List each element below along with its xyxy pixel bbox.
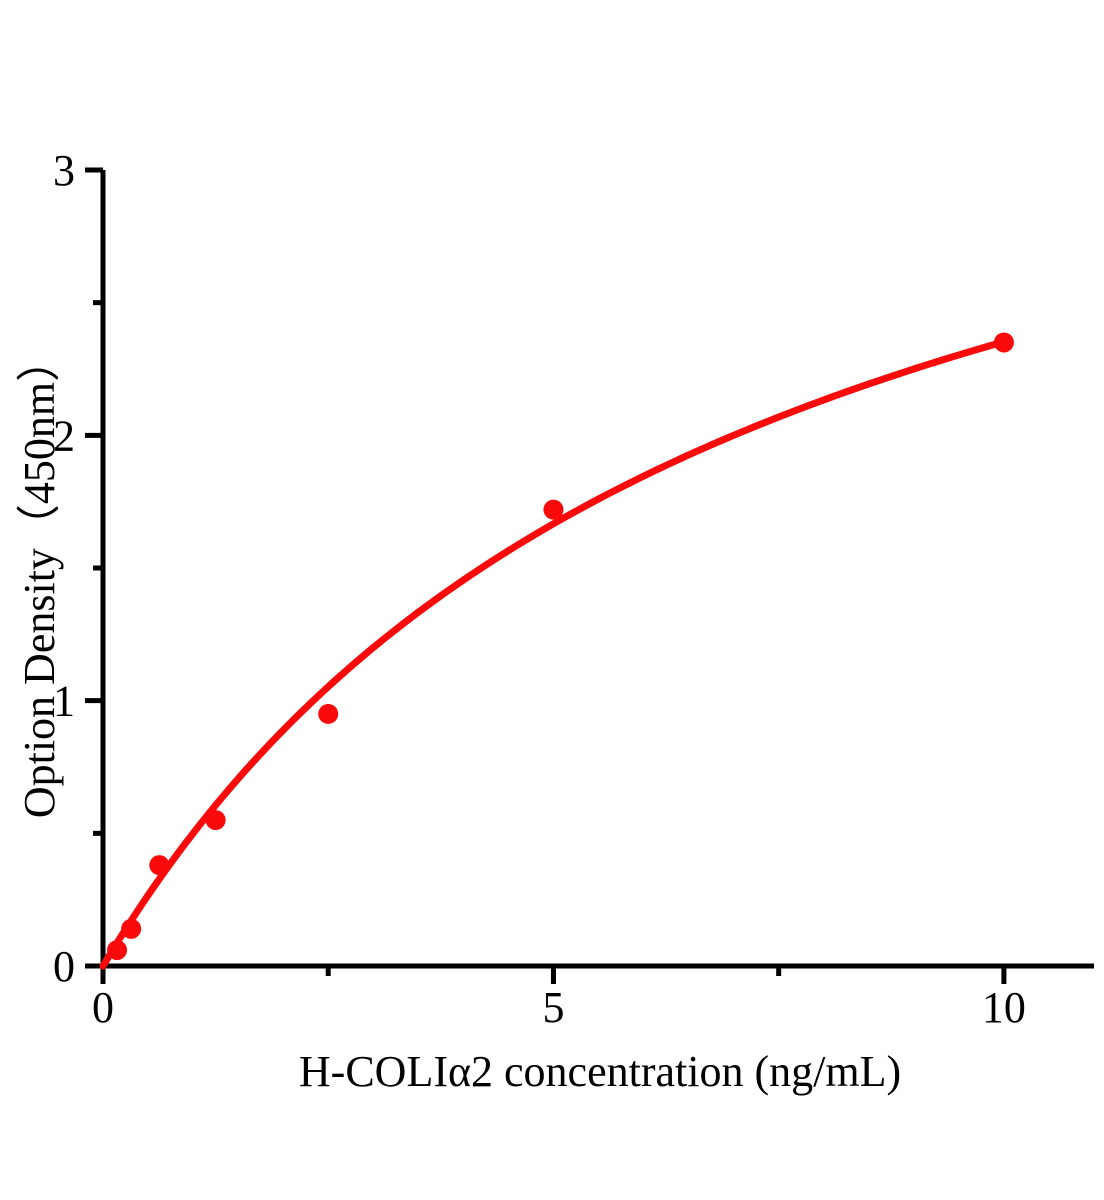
y-tick-label: 1 (53, 677, 75, 726)
data-point (107, 940, 128, 961)
data-point (149, 855, 170, 876)
data-point (543, 499, 564, 520)
x-tick-label: 0 (92, 983, 114, 1032)
x-tick-label: 10 (982, 983, 1026, 1032)
x-axis-title: H-COLIα2 concentration (ng/mL) (298, 1047, 902, 1096)
data-point (318, 703, 339, 724)
y-tick-label: 3 (53, 146, 75, 195)
y-axis-title: Option Density（450nm） (15, 337, 64, 819)
data-point (121, 918, 142, 939)
y-tick-label: 0 (53, 942, 75, 991)
fitted-curve-line (99, 338, 1008, 970)
data-point (993, 332, 1014, 353)
data-point (205, 810, 226, 831)
x-tick-label: 5 (542, 983, 564, 1032)
y-tick-label: 2 (53, 411, 75, 460)
